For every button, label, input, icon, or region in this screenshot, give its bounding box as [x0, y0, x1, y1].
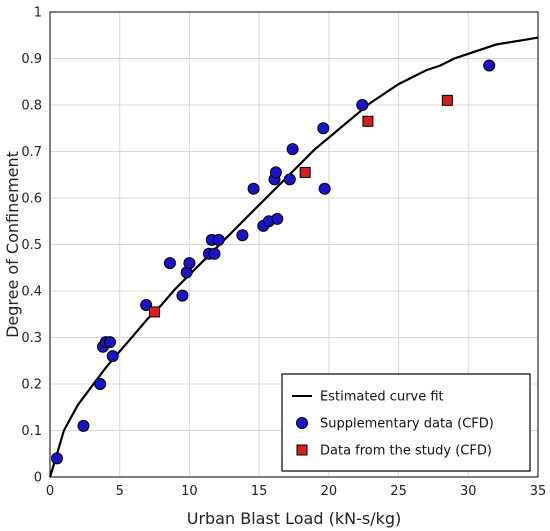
supplementary-data-point: [94, 378, 107, 390]
study-data-point: [299, 166, 311, 178]
study-data-point: [149, 306, 161, 318]
study-data-point: [362, 115, 374, 127]
supplementary-data-point: [483, 59, 496, 72]
legend-label-supplementary: Supplementary data (CFD): [320, 417, 494, 432]
legend: Estimated curve fit Supplementary data (…: [281, 373, 531, 472]
x-tick-label: 30: [460, 484, 477, 499]
y-tick-label: 0: [34, 471, 42, 486]
supplementary-data-point: [163, 257, 176, 270]
y-tick-label: 0.5: [21, 238, 42, 253]
x-tick-label: 10: [181, 484, 198, 499]
supplementary-data-point: [318, 182, 331, 195]
y-tick-labels: 0 0.1 0.2 0.3 0.4 0.5 0.6 0.7 0.8 0.9 1: [21, 6, 42, 486]
supplementary-data-point: [236, 229, 249, 242]
supplementary-data-point: [176, 289, 189, 302]
supplementary-data-point: [212, 233, 225, 246]
x-tick-label: 0: [46, 484, 54, 499]
plot-frame: [49, 11, 539, 478]
supplementary-data-point: [269, 166, 282, 179]
supplementary-data-point: [140, 298, 153, 311]
x-tick-labels: 0 5 10 15 20 25 30 35: [46, 484, 546, 499]
supplementary-data-point: [271, 212, 284, 225]
supplementary-data-point: [103, 336, 116, 349]
supplementary-data-point: [50, 452, 63, 465]
legend-label-study: Data from the study (CFD): [320, 444, 492, 459]
y-tick-label: 0.3: [21, 331, 42, 346]
y-tick-label: 0.9: [21, 52, 42, 67]
y-tick-label: 1: [34, 6, 42, 21]
y-tick-label: 0.4: [21, 285, 42, 300]
supplementary-data-point: [286, 143, 299, 156]
data-points-layer: [50, 59, 496, 465]
x-tick-label: 25: [390, 484, 407, 499]
x-tick-label: 20: [321, 484, 338, 499]
supplementary-data-point: [317, 122, 330, 135]
y-tick-label: 0.8: [21, 99, 42, 114]
supplementary-data-point: [283, 173, 296, 186]
y-tick-label: 0.2: [21, 378, 42, 393]
x-tick-label: 15: [251, 484, 268, 499]
supplementary-data-point: [208, 247, 221, 260]
supplementary-data-point: [183, 257, 196, 270]
legend-box: [281, 373, 531, 472]
legend-label-curve-fit: Estimated curve fit: [320, 390, 444, 405]
legend-square-swatch: [296, 444, 308, 456]
y-tick-label: 0.6: [21, 192, 42, 207]
x-axis-title: Urban Blast Load (kN-s/kg): [187, 509, 402, 528]
y-tick-label: 0.1: [21, 424, 42, 439]
supplementary-data-point: [247, 182, 260, 195]
x-tick-label: 35: [530, 484, 547, 499]
y-tick-label: 0.7: [21, 145, 42, 160]
supplementary-data-point: [77, 419, 90, 432]
y-axis-title: Degree of Confinement: [3, 151, 22, 338]
x-tick-label: 5: [116, 484, 124, 499]
supplementary-data-point: [356, 99, 369, 111]
study-data-point: [441, 94, 453, 106]
supplementary-data-point: [106, 350, 119, 363]
legend-circle-swatch: [296, 417, 308, 429]
